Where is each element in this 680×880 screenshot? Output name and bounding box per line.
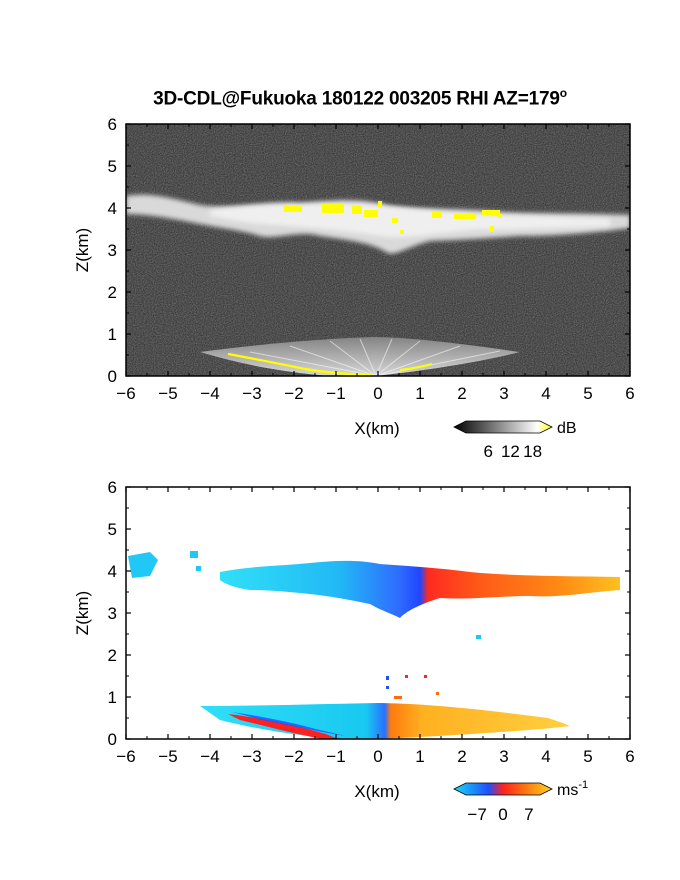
reflectivity-x-ticks: −6 −5 −4 −3 −2 −1 0 1 2 3 4 5 6 (116, 124, 635, 403)
reflectivity-x-tick-label: 6 (625, 384, 634, 403)
reflectivity-x-tick-label: 3 (499, 384, 508, 403)
velocity-colorbar-unit: ms-1 (557, 779, 588, 799)
reflectivity-x-tick-label: 1 (415, 384, 424, 403)
velocity-cloud-band (220, 560, 620, 618)
reflectivity-x-tick-label: −2 (284, 384, 303, 403)
velocity-colorbar-ramp (453, 782, 553, 796)
velocity-x-tick-label: 4 (541, 747, 550, 766)
reflectivity-y-tick-label: 4 (108, 199, 117, 218)
reflectivity-colorbar-tick-label: 6 (483, 442, 492, 461)
velocity-xlabel: X(km) (354, 782, 399, 801)
velocity-background (126, 487, 630, 739)
velocity-cloud-left-patch (128, 552, 158, 578)
velocity-y-tick-label: 4 (108, 562, 117, 581)
reflectivity-noise (126, 124, 630, 376)
velocity-x-tick-label: 0 (373, 747, 382, 766)
reflectivity-x-tick-label: 2 (457, 384, 466, 403)
reflectivity-colorbar-tick-label: 12 (501, 442, 520, 461)
reflectivity-colorbar-ticks: 6 12 18 (483, 442, 542, 461)
velocity-y-tick-label: 3 (108, 604, 117, 623)
reflectivity-y-tick-label: 3 (108, 241, 117, 260)
velocity-y-tick-label: 0 (108, 730, 117, 749)
velocity-x-tick-label: 3 (499, 747, 508, 766)
velocity-y-ticks: 0 1 2 3 4 5 6 (108, 478, 630, 749)
reflectivity-x-tick-label: −3 (242, 384, 261, 403)
velocity-ylabel: Z(km) (73, 591, 92, 635)
reflectivity-colorbar: 6 12 18 dB (453, 420, 577, 461)
reflectivity-x-tick-label: −4 (200, 384, 219, 403)
velocity-panel (126, 487, 630, 739)
velocity-unit-sup: -1 (578, 779, 588, 791)
reflectivity-x-tick-label: −1 (326, 384, 345, 403)
velocity-colorbar-tick-label: −7 (467, 805, 486, 824)
velocity-colorbar-tick-label: 0 (498, 805, 507, 824)
velocity-isolated-echo-3 (476, 635, 481, 639)
reflectivity-y-tick-label: 5 (108, 157, 117, 176)
reflectivity-x-tick-label: −6 (116, 384, 135, 403)
velocity-x-tick-label: 1 (415, 747, 424, 766)
velocity-x-ticks: −6 −5 −4 −3 −2 −1 0 1 2 3 4 5 6 (116, 487, 635, 766)
reflectivity-colorbar-tick-label: 18 (523, 442, 542, 461)
velocity-y-tick-label: 5 (108, 520, 117, 539)
reflectivity-y-tick-label: 2 (108, 283, 117, 302)
reflectivity-ground-fan (200, 337, 520, 376)
reflectivity-colorbar-unit: dB (557, 420, 577, 437)
velocity-y-tick-label: 2 (108, 646, 117, 665)
reflectivity-xlabel: X(km) (354, 419, 399, 438)
reflectivity-x-tick-label: 4 (541, 384, 550, 403)
velocity-x-tick-label: −4 (200, 747, 219, 766)
chart-title: 3D-CDL@Fukuoka 180122 003205 RHI AZ=179o (0, 86, 680, 110)
velocity-colorbar-tick-label: 7 (524, 805, 533, 824)
reflectivity-cloud-core (210, 204, 610, 238)
velocity-isolated-echo (190, 551, 198, 558)
reflectivity-y-tick-label: 1 (108, 325, 117, 344)
velocity-unit-base: ms (557, 782, 578, 799)
reflectivity-panel (126, 124, 630, 376)
reflectivity-strong-echo (284, 201, 502, 234)
velocity-ground-band-red-edge (228, 714, 338, 739)
reflectivity-x-tick-label: 0 (373, 384, 382, 403)
velocity-x-tick-label: 5 (583, 747, 592, 766)
velocity-x-tick-label: −2 (284, 747, 303, 766)
reflectivity-ylabel: Z(km) (73, 228, 92, 272)
reflectivity-colorbar-ramp (453, 420, 553, 434)
degree-superscript: o (559, 86, 567, 100)
reflectivity-y-tick-label: 0 (108, 367, 117, 386)
velocity-scattered-echoes (386, 675, 439, 699)
reflectivity-fan-rays (249, 338, 501, 376)
reflectivity-ground-echo-line (227, 352, 373, 376)
reflectivity-y-tick-label: 6 (108, 115, 117, 134)
velocity-x-tick-label: 6 (625, 747, 634, 766)
velocity-colorbar-ticks: −7 0 7 (467, 805, 533, 824)
velocity-x-tick-label: 2 (457, 747, 466, 766)
velocity-y-tick-label: 1 (108, 688, 117, 707)
reflectivity-x-tick-label: −5 (158, 384, 177, 403)
velocity-x-tick-label: −1 (326, 747, 345, 766)
velocity-x-tick-label: −6 (116, 747, 135, 766)
velocity-ground-band-blue-edge (232, 712, 346, 736)
reflectivity-y-ticks: 0 1 2 3 4 5 6 (108, 115, 630, 386)
velocity-x-tick-label: −3 (242, 747, 261, 766)
velocity-colorbar: −7 0 7 ms-1 (453, 779, 588, 824)
velocity-y-tick-label: 6 (108, 478, 117, 497)
velocity-x-tick-label: −5 (158, 747, 177, 766)
reflectivity-x-tick-label: 5 (583, 384, 592, 403)
chart-title-text: 3D-CDL@Fukuoka 180122 003205 RHI AZ=179 (153, 88, 560, 110)
reflectivity-ground-echo-right (399, 363, 433, 371)
velocity-isolated-echo-2 (196, 566, 201, 571)
